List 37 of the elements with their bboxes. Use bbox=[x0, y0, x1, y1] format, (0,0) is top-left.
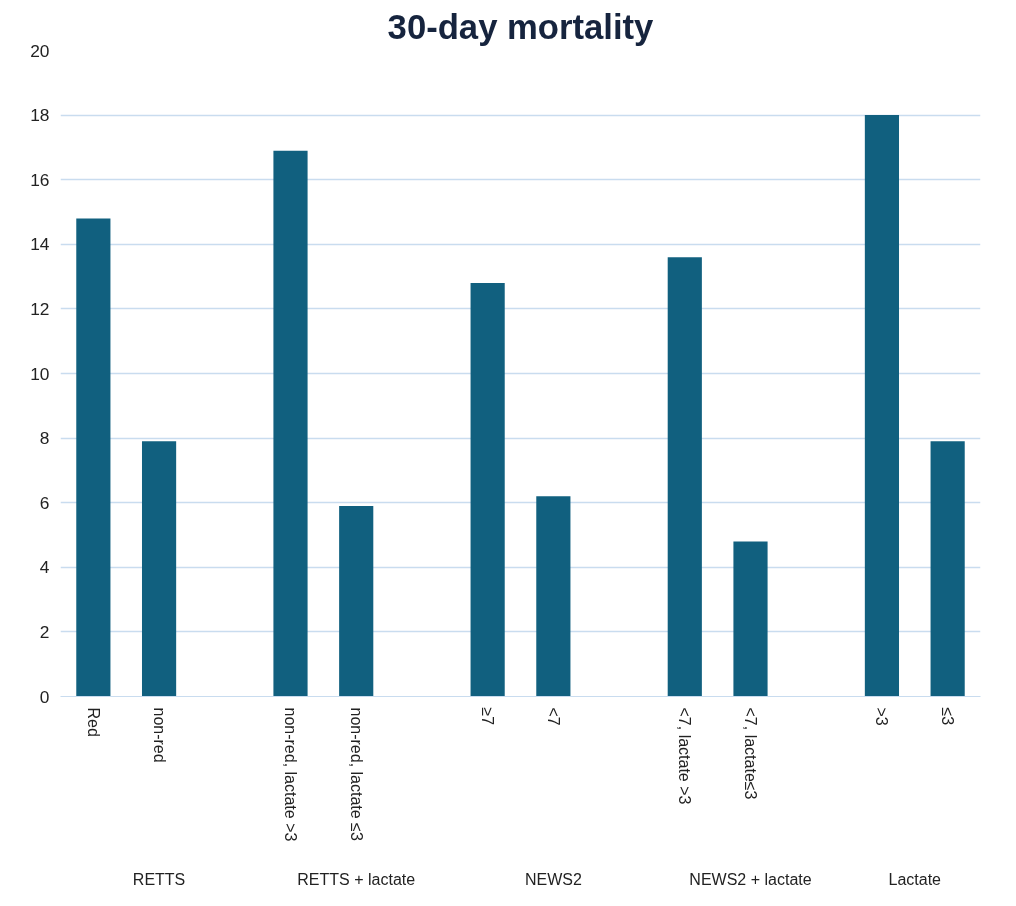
bar bbox=[76, 218, 111, 697]
x-tick-label: ≤3 bbox=[939, 707, 957, 726]
y-tick-label: 20 bbox=[30, 40, 50, 61]
text: NEWS2 + lactate bbox=[689, 870, 812, 888]
bar bbox=[273, 150, 308, 697]
bar bbox=[930, 441, 965, 697]
y-tick-label: 2 bbox=[39, 621, 50, 642]
text: Lactate bbox=[888, 870, 942, 888]
y-tick-label: 14 bbox=[30, 234, 50, 255]
y-tick-label: 18 bbox=[30, 105, 50, 126]
y-tick-label: 12 bbox=[30, 298, 50, 319]
y-tick-label: 6 bbox=[39, 492, 50, 513]
x-tick-label: non-red, lactate ≤3 bbox=[347, 707, 365, 841]
y-tick-label: 8 bbox=[39, 428, 50, 449]
text: RETTS bbox=[132, 870, 186, 888]
y-tick-label: 10 bbox=[30, 363, 50, 384]
bar bbox=[536, 496, 571, 697]
text: NEWS2 bbox=[524, 870, 582, 888]
x-tick-label: ≥7 bbox=[479, 707, 497, 726]
y-tick-label: 0 bbox=[39, 686, 50, 707]
x-tick-label: non-red, lactate >3 bbox=[282, 707, 299, 842]
x-tick-label: <7 bbox=[544, 707, 562, 726]
x-tick-label: <7, lactate≤3 bbox=[742, 707, 759, 800]
bar bbox=[470, 283, 505, 697]
bar bbox=[864, 115, 900, 697]
bar bbox=[339, 505, 374, 697]
x-tick-label: <7, lactate >3 bbox=[676, 707, 694, 805]
y-tick-label: 16 bbox=[30, 169, 50, 190]
text: RETTS + lactate bbox=[297, 870, 416, 888]
x-tick-label: >3 bbox=[873, 707, 891, 726]
chart-title: 30-day mortality bbox=[387, 7, 655, 46]
x-tick-label: non-red bbox=[150, 707, 168, 763]
bar bbox=[733, 541, 768, 697]
bar bbox=[141, 441, 177, 697]
bar bbox=[667, 257, 702, 697]
y-tick-label: 4 bbox=[39, 557, 50, 578]
x-tick-label: Red bbox=[84, 707, 102, 737]
